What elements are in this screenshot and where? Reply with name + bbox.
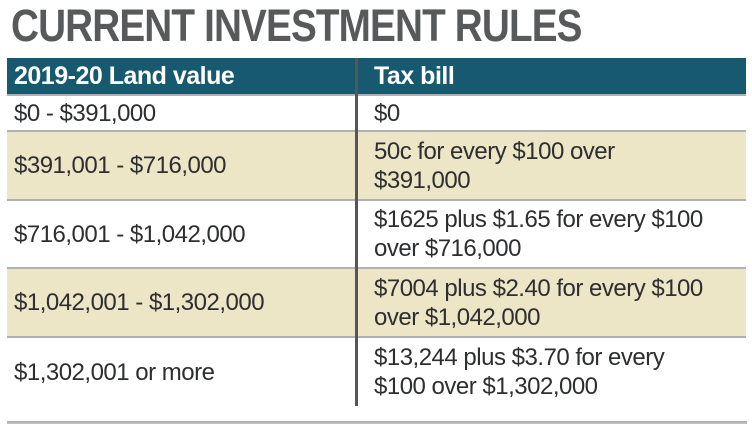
rules-table: 2019-20 Land value Tax bill $0 - $391,00… [7,58,746,406]
header-cell-land-value: 2019-20 Land value [14,61,235,90]
header-cell-tax-bill: Tax bill [374,61,455,90]
cell-land-value: $391,001 - $716,000 [14,152,227,179]
table-row: $716,001 - $1,042,000 $1625 plus $1.65 f… [7,201,746,269]
cell-land-value: $0 - $391,000 [14,99,156,127]
cell-tax-bill: 50c for every $100 over $391,000 [374,137,615,194]
cell-land-value: $716,001 - $1,042,000 [14,220,246,248]
table-row: $391,001 - $716,000 50c for every $100 o… [7,132,746,201]
table-header-row: 2019-20 Land value Tax bill [7,58,746,96]
bottom-rule [7,421,747,424]
table-row: $0 - $391,000 $0 [7,96,746,132]
cell-land-value: $1,042,001 - $1,302,000 [14,289,265,316]
cell-tax-bill: $13,244 plus $3.70 for every $100 over $… [374,344,665,400]
table-row: $1,042,001 - $1,302,000 $7004 plus $2.40… [7,269,746,338]
table-row: $1,302,001 or more $13,244 plus $3.70 fo… [7,338,746,406]
cell-tax-bill: $7004 plus $2.40 for every $100 over $1,… [374,274,703,331]
cell-land-value: $1,302,001 or more [14,358,215,386]
cell-tax-bill: $1625 plus $1.65 for every $100 over $71… [374,206,703,262]
page-title: CURRENT INVESTMENT RULES [11,0,582,51]
column-divider [355,58,358,406]
cell-tax-bill: $0 [374,99,400,127]
